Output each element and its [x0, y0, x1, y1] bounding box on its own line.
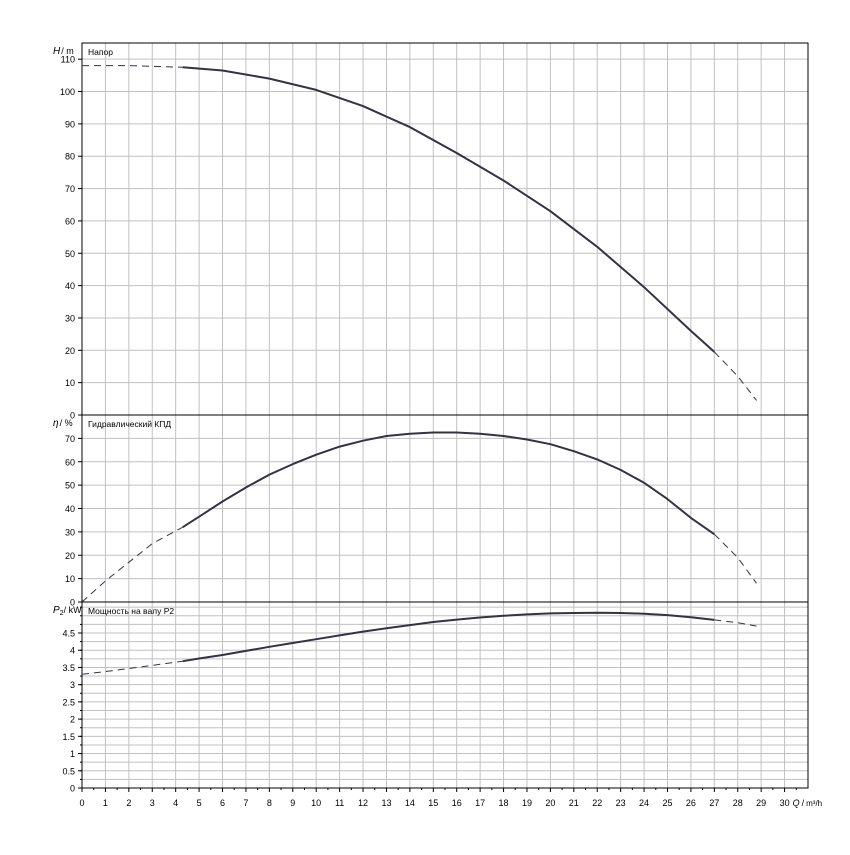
head-hgrid	[82, 58, 808, 384]
efficiency-curve-dashed-start	[81, 526, 183, 603]
x-tick-label: 1	[103, 798, 108, 808]
x-tick-label: 14	[405, 798, 415, 808]
y-tick-label: 4.5	[62, 629, 75, 639]
y-tick-label: 40	[65, 281, 75, 291]
x-tick-label: 22	[592, 798, 602, 808]
x-tick-label: 17	[475, 798, 485, 808]
x-tick-label: 15	[428, 798, 438, 808]
y-tick-label: 4	[70, 646, 75, 656]
y-tick-label: 0	[70, 598, 75, 608]
y-tick-label: 40	[65, 504, 75, 514]
x-tick-label: 3	[150, 798, 155, 808]
x-tick-label: 16	[452, 798, 462, 808]
x-tick-label: 6	[220, 798, 225, 808]
head-curve-dashed-start	[82, 65, 183, 68]
efficiency-curve-dashed-end	[713, 533, 757, 584]
x-tick-label: 30	[780, 798, 790, 808]
y-tick-label: 10	[65, 574, 75, 584]
power-curve-dashed-start	[81, 660, 183, 675]
x-tick-label: 12	[358, 798, 368, 808]
x-tick-label: 23	[616, 798, 626, 808]
y-tick-label: 10	[65, 378, 75, 388]
head-y-ticks: 0 10 20 30 40 50 60 70 80 90 100 110	[60, 55, 82, 421]
y-tick-label: 60	[65, 457, 75, 467]
efficiency-y-ticks: 0 10 20 30 40 50 60 70	[65, 434, 82, 608]
y-tick-label: 3.5	[62, 663, 75, 673]
x-tick-label: 13	[381, 798, 391, 808]
head-curve	[182, 66, 715, 353]
x-tick-label: 26	[686, 798, 696, 808]
x-tick-label: 28	[733, 798, 743, 808]
y-tick-label: 0.5	[62, 766, 75, 776]
y-tick-label: 70	[65, 434, 75, 444]
y-tick-label: 20	[65, 551, 75, 561]
x-tick-label: 27	[709, 798, 719, 808]
y-tick-label: 1.5	[62, 732, 75, 742]
x-tick-label: 7	[243, 798, 248, 808]
x-tick-label: 4	[173, 798, 178, 808]
x-axis: 0 1 2 3 4 5 6 7 8 9 10 11 12 13 14 15 16 17 18 19 20 21 22 23 24…	[79, 788, 822, 808]
x-tick-label: 10	[311, 798, 321, 808]
y-tick-label: 3	[70, 680, 75, 690]
x-tick-label: 9	[290, 798, 295, 808]
x-tick-label: 5	[197, 798, 202, 808]
power-title: Мощность на валу P2	[88, 606, 174, 616]
x-tick-label: 20	[545, 798, 555, 808]
power-hgrid	[82, 606, 808, 780]
panel-power: 0 0.5 1 1.5 2 2.5 3 3.5 4 4.5 P2/ kW Мощность на ва…	[53, 601, 809, 794]
x-tick-label: 11	[335, 798, 344, 808]
y-tick-label: 0	[70, 784, 75, 794]
x-tick-label: 24	[639, 798, 649, 808]
y-tick-label: 60	[65, 216, 75, 226]
y-tick-label: 0	[70, 411, 75, 421]
y-tick-label: 30	[65, 527, 75, 537]
y-tick-label: 50	[65, 481, 75, 491]
y-tick-label: 100	[60, 87, 75, 97]
x-tick-label: 21	[569, 798, 579, 808]
y-tick-label: 2	[70, 715, 75, 725]
x-tick-label: 8	[267, 798, 272, 808]
x-tick-label: 19	[522, 798, 532, 808]
y-tick-label: 30	[65, 313, 75, 323]
y-tick-label: 1	[70, 749, 75, 759]
efficiency-ylabel: η/ %	[53, 418, 73, 429]
efficiency-curve	[182, 431, 715, 536]
x-tick-label: 18	[499, 798, 509, 808]
power-curve	[182, 611, 715, 663]
y-tick-label: 20	[65, 346, 75, 356]
power-ylabel: P2/ kW	[53, 605, 82, 617]
head-curve-dashed-end	[713, 351, 757, 401]
x-axis-label: Q / m³/h	[793, 798, 823, 808]
y-tick-label: 90	[65, 119, 75, 129]
efficiency-title: Гидравлический КПД	[88, 419, 171, 429]
y-tick-label: 80	[65, 152, 75, 162]
x-tick-label: 29	[756, 798, 766, 808]
x-tick-label: 0	[79, 798, 84, 808]
head-ylabel: H/ m	[53, 46, 74, 57]
y-tick-label: 50	[65, 249, 75, 259]
efficiency-hgrid	[82, 437, 808, 580]
y-tick-label: 2.5	[62, 697, 75, 707]
x-tick-label: 25	[662, 798, 672, 808]
y-tick-label: 70	[65, 184, 75, 194]
head-title: Напор	[88, 47, 113, 57]
x-tick-label: 2	[126, 798, 131, 808]
power-curve-dashed-end	[714, 619, 757, 627]
y-tick-label: 110	[61, 55, 75, 65]
